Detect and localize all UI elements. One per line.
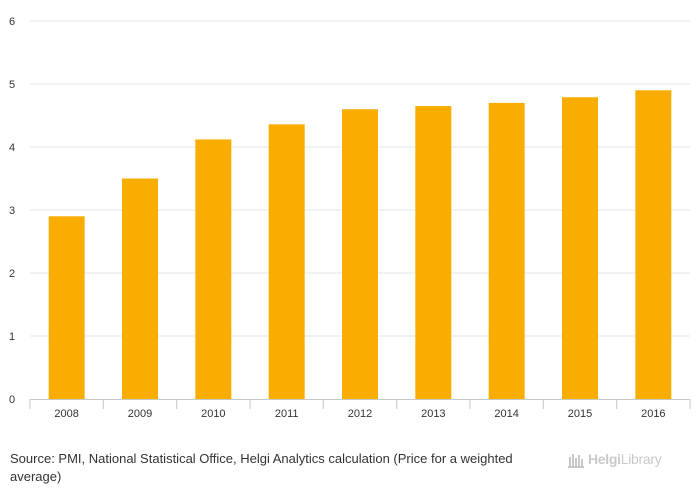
bar-2012[interactable] [342, 109, 378, 399]
bar-2008[interactable] [48, 216, 85, 399]
y-tick-label: 6 [9, 16, 15, 28]
bar-2016[interactable] [635, 90, 672, 400]
x-tick-label: 2011 [275, 408, 299, 420]
bar-2011[interactable] [268, 124, 305, 399]
source-note: Source: PMI, National Statistical Office… [10, 451, 513, 484]
x-tick-label: 2013 [421, 408, 445, 420]
x-tick-label: 2015 [568, 408, 592, 420]
y-tick-label: 4 [9, 142, 15, 154]
x-tick-label: 2012 [348, 408, 372, 420]
y-tick-label: 3 [9, 205, 15, 217]
y-tick-label: 5 [9, 79, 15, 91]
library-icon [568, 454, 584, 468]
bar-2010[interactable] [195, 139, 232, 399]
bar-2009[interactable] [122, 178, 158, 400]
helgi-library-logo[interactable]: HelgiLibrary [568, 449, 692, 471]
bar-2015[interactable] [562, 97, 598, 399]
bars [48, 90, 672, 400]
y-tick-label: 2 [9, 268, 15, 280]
x-tick-label: 2014 [494, 408, 518, 420]
brand-name: HelgiLibrary [588, 451, 662, 467]
x-tick-label: 2010 [201, 408, 225, 420]
bar-chart: 0 1 2 3 4 5 6 2008 2009 2010 2011 2012 2013 2014 2015… [9, 16, 691, 420]
x-tick-label: 2008 [54, 408, 78, 420]
x-tick-label: 2009 [128, 408, 152, 420]
y-tick-label: 0 [9, 394, 15, 406]
x-axis: 2008 2009 2010 2011 2012 2013 2014 2015 2016 [29, 399, 691, 420]
y-tick-label: 1 [9, 331, 15, 343]
bar-2014[interactable] [488, 102, 525, 400]
x-tick-label: 2016 [641, 408, 665, 420]
y-axis-ticks: 0 1 2 3 4 5 6 [9, 16, 15, 406]
bar-2013[interactable] [415, 106, 452, 400]
